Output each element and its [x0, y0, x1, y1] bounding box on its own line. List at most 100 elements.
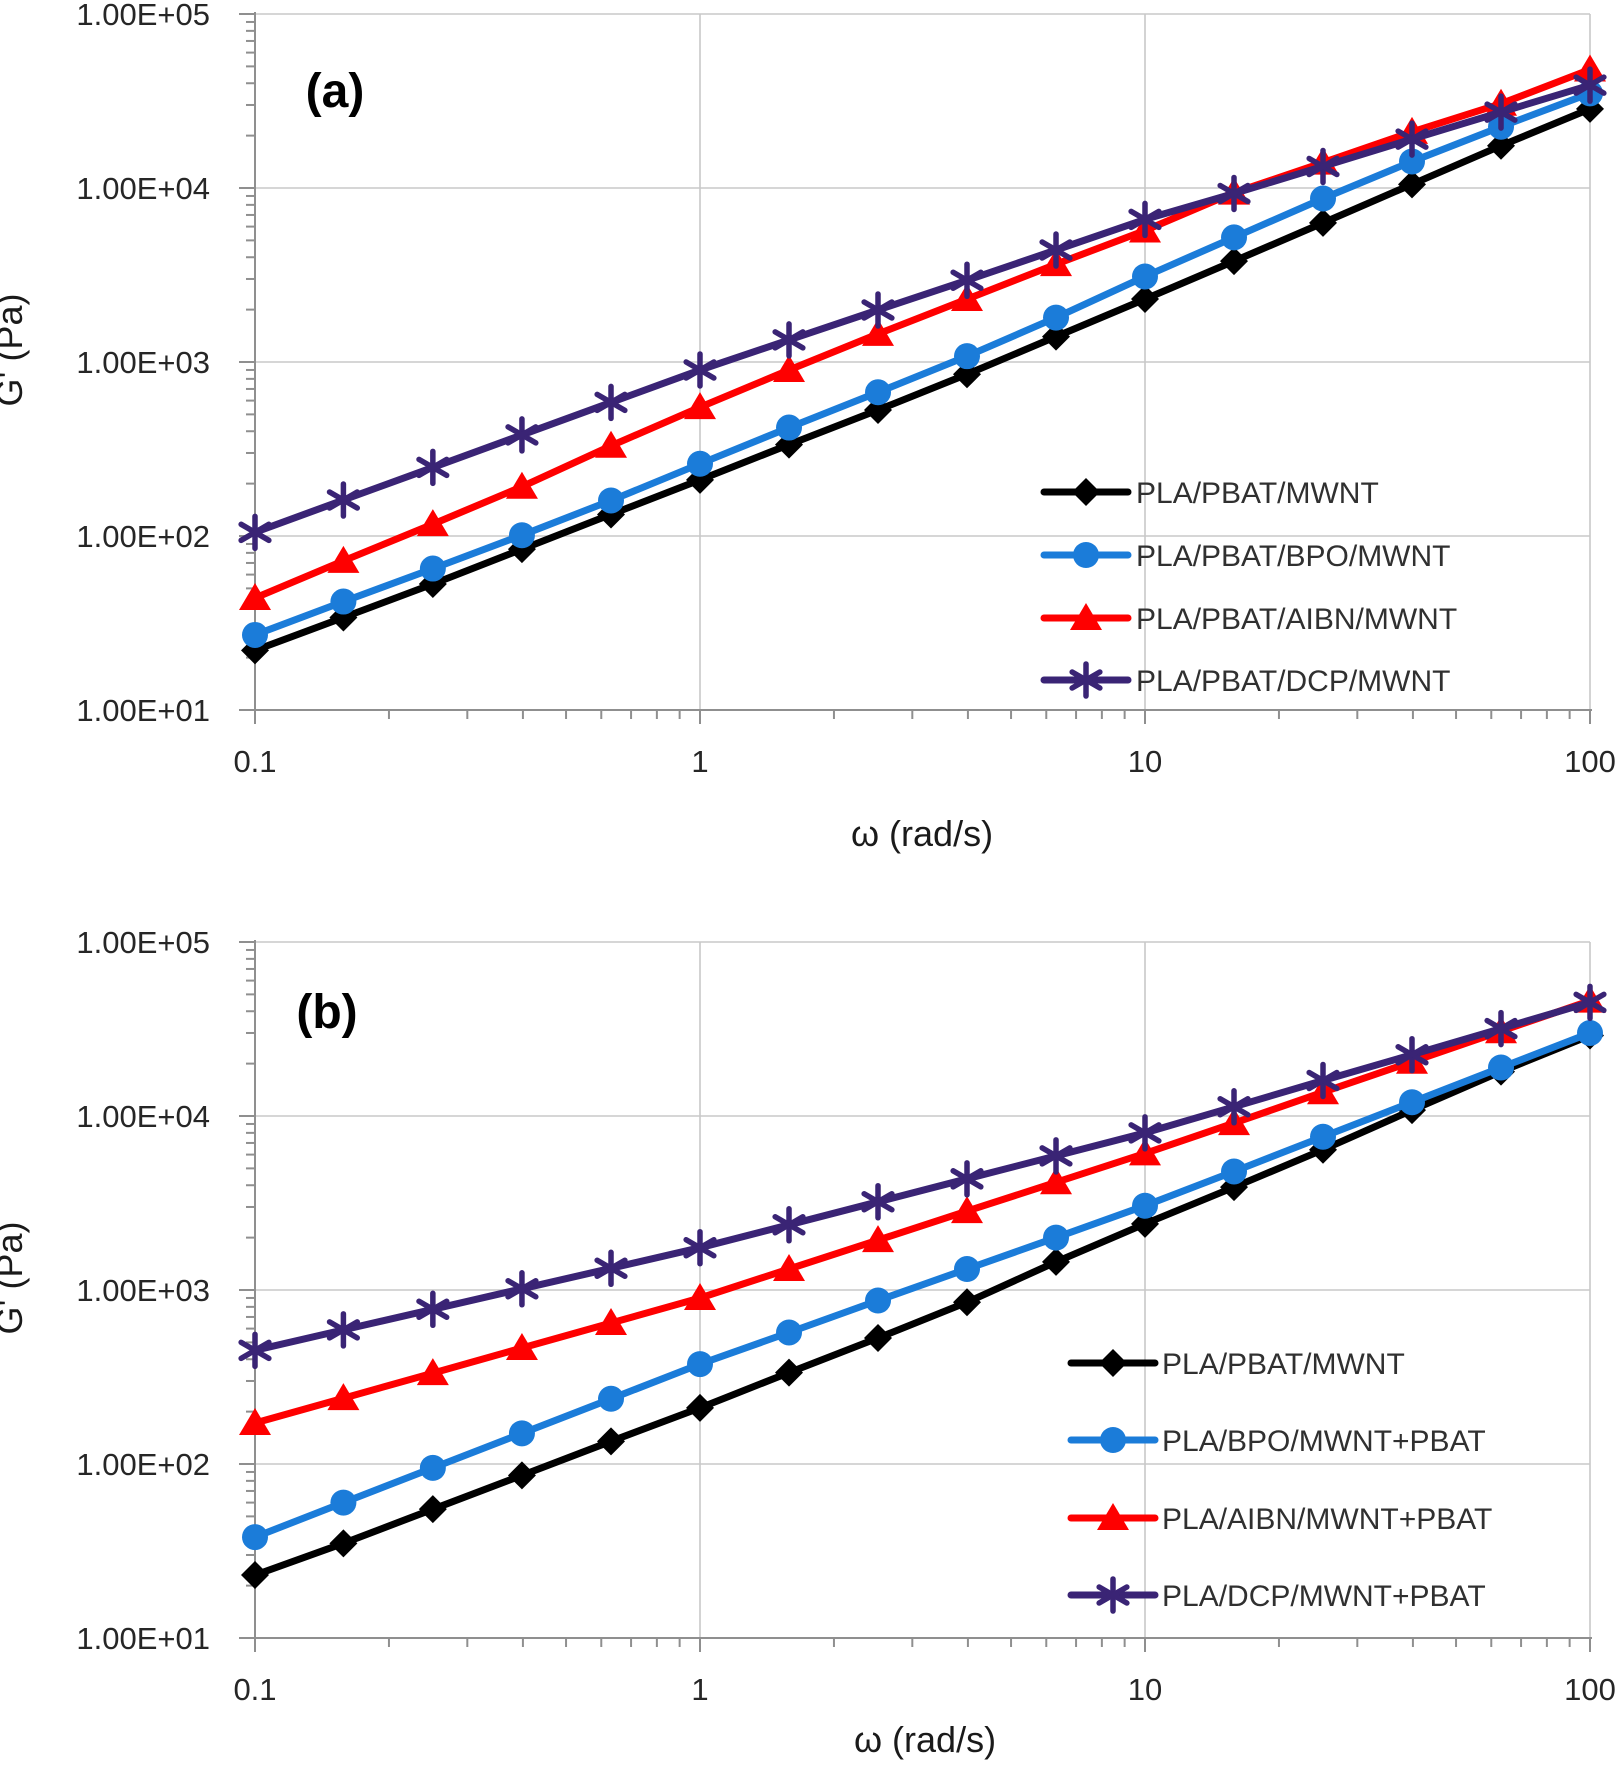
series-marker	[1398, 1089, 1425, 1116]
series-marker	[1128, 200, 1162, 239]
y-tick-label: 1.00E+01	[76, 1621, 210, 1656]
series-pla-pbat-aibn-mwnt	[239, 54, 1606, 611]
series-marker	[776, 1319, 803, 1346]
asterisk-spoke	[326, 1319, 361, 1341]
series-marker	[773, 354, 806, 382]
legend-item-pla-pbat-bpo-mwnt: PLA/PBAT/BPO/MWNT	[1040, 540, 1451, 573]
legend-item-pla-aibn-mwnt-pbat: PLA/AIBN/MWNT+PBAT	[1067, 1503, 1492, 1536]
series-marker	[1039, 231, 1073, 269]
series-marker	[1131, 285, 1159, 314]
series-marker	[862, 1225, 895, 1253]
x-axis-title: ω (rad/s)	[854, 1719, 996, 1760]
x-tick-label: 100	[1564, 744, 1616, 779]
series-marker	[1069, 661, 1103, 699]
series-marker	[1573, 66, 1607, 104]
series-pla-bpo-mwnt-pbat	[242, 1019, 1603, 1551]
series-marker	[1221, 1158, 1248, 1185]
series-marker	[1217, 174, 1251, 213]
asterisk-spoke	[1217, 182, 1251, 205]
series-marker	[865, 379, 892, 406]
asterisk-spoke	[1573, 991, 1607, 1014]
series-marker	[1306, 147, 1340, 186]
y-tick-label: 1.00E+02	[76, 519, 210, 554]
series-marker	[241, 1561, 269, 1590]
asterisk-spoke	[950, 269, 984, 292]
series-marker	[416, 509, 449, 537]
series-marker	[862, 318, 895, 346]
series-marker	[594, 383, 628, 422]
series-pla-pbat-mwnt	[241, 94, 1604, 665]
series-marker	[239, 1408, 271, 1436]
series-marker	[1484, 93, 1518, 131]
series-marker	[1310, 185, 1337, 212]
series-marker	[953, 343, 980, 370]
y-tick-label: 1.00E+03	[76, 345, 210, 380]
asterisk-spoke	[238, 1339, 272, 1362]
series-marker	[595, 430, 628, 458]
x-tick-label: 0.1	[233, 744, 276, 779]
series-marker	[865, 1287, 892, 1314]
series-marker	[950, 1160, 984, 1198]
asterisk-spoke	[1306, 1069, 1340, 1092]
y-tick-label: 1.00E+05	[76, 0, 210, 32]
series-marker	[1221, 224, 1248, 251]
legend-item-pla-dcp-mwnt-pbat: PLA/DCP/MWNT+PBAT	[1067, 1576, 1486, 1614]
series-marker	[238, 513, 272, 552]
series-marker	[505, 1333, 538, 1361]
series-marker	[419, 1454, 446, 1481]
y-tick-label: 1.00E+02	[76, 1447, 210, 1482]
asterisk-spoke	[594, 391, 628, 414]
series-marker	[1397, 170, 1426, 199]
series-marker	[1097, 1503, 1129, 1530]
legend-label: PLA/DCP/MWNT+PBAT	[1162, 1580, 1486, 1613]
series-marker	[684, 1282, 716, 1310]
series-marker	[416, 448, 450, 487]
legend-label: PLA/AIBN/MWNT+PBAT	[1162, 1503, 1492, 1536]
series-marker	[1217, 1088, 1251, 1126]
asterisk-spoke	[1573, 74, 1607, 96]
legend-label: PLA/PBAT/BPO/MWNT	[1136, 540, 1451, 573]
series-marker	[684, 392, 716, 420]
y-tick-label: 1.00E+03	[76, 1273, 210, 1308]
series-line	[251, 1029, 1594, 1541]
y-tick-label: 1.00E+04	[76, 171, 210, 206]
x-axis-title: ω (rad/s)	[851, 813, 993, 854]
series-line	[251, 997, 1594, 1427]
series-marker	[326, 1311, 361, 1349]
legend-item-pla-pbat-aibn-mwnt: PLA/PBAT/AIBN/MWNT	[1040, 603, 1457, 636]
asterisk-spoke	[683, 1236, 717, 1259]
series-marker	[238, 1331, 272, 1370]
series-marker	[1309, 208, 1338, 237]
series-marker	[950, 1196, 983, 1224]
asterisk-spoke	[1039, 239, 1073, 261]
x-tick-label: 10	[1128, 744, 1162, 779]
series-marker	[952, 1288, 981, 1317]
asterisk-spoke	[772, 329, 806, 351]
series-marker	[1128, 1114, 1162, 1152]
series-marker	[1132, 263, 1158, 290]
asterisk-spoke	[861, 299, 895, 321]
legend-item-pla-pbat-mwnt: PLA/PBAT/MWNT	[1067, 1348, 1405, 1381]
x-tick-label: 0.1	[233, 1672, 276, 1707]
panel-label: (b)	[296, 986, 357, 1039]
series-marker	[1039, 1137, 1073, 1175]
series-marker	[861, 291, 895, 329]
asterisk-spoke	[1128, 208, 1162, 231]
axis-ticks	[239, 941, 1591, 1652]
series-marker	[239, 583, 271, 611]
legend: PLA/PBAT/MWNT PLA/PBAT/BPO/MWNT PLA/PBAT/A…	[1040, 477, 1457, 699]
panel-label: (a)	[306, 65, 365, 118]
legend-label: PLA/PBAT/MWNT	[1136, 477, 1379, 510]
series-marker	[598, 487, 625, 514]
series-marker	[242, 621, 268, 648]
series-marker	[242, 1524, 268, 1551]
x-tick-label: 10	[1128, 1672, 1162, 1707]
series-marker	[773, 1254, 806, 1282]
series-marker	[330, 588, 357, 615]
series-marker	[775, 1358, 804, 1387]
series-marker	[952, 360, 981, 389]
asterisk-spoke	[1069, 669, 1103, 691]
series-marker	[861, 1183, 895, 1221]
legend-item-pla-bpo-mwnt-pbat: PLA/BPO/MWNT+PBAT	[1067, 1425, 1486, 1458]
asterisk-spoke	[1217, 1096, 1251, 1118]
